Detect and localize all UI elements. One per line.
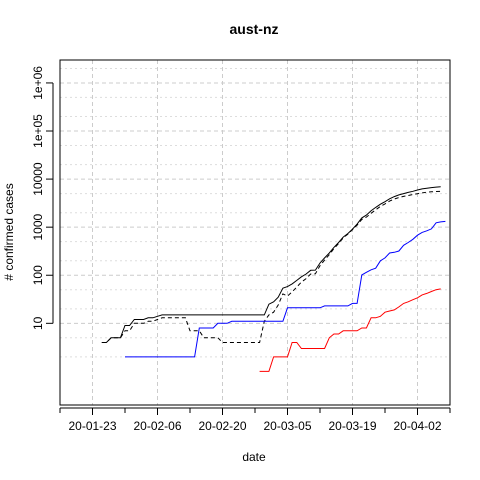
series-line-1 — [101, 190, 441, 343]
y-tick-label: 1e+06 — [31, 66, 45, 100]
x-tick-label: 20-01-23 — [68, 419, 116, 433]
plot-frame — [59, 59, 451, 406]
chart-title: aust-nz — [230, 21, 279, 37]
series-line-3 — [259, 288, 441, 372]
y-tick-label: 1e+05 — [31, 114, 45, 148]
x-tick-label: 20-02-06 — [133, 419, 181, 433]
x-tick-label: 20-03-19 — [328, 419, 376, 433]
y-axis: 10 100 1000 10000 1e+05 1e+06 — [31, 66, 54, 330]
y-axis-label: # confirmed cases — [2, 183, 16, 280]
x-axis-label: date — [242, 450, 266, 464]
x-tick-label: 20-02-20 — [198, 419, 246, 433]
x-tick-label: 20-04-02 — [393, 419, 441, 433]
series-line-0 — [101, 186, 441, 343]
series-layer — [101, 186, 446, 372]
series-line-2 — [125, 220, 446, 358]
y-tick-label: 1000 — [31, 213, 45, 240]
y-tick-label: 10000 — [31, 162, 45, 196]
y-tick-label: 100 — [31, 265, 45, 285]
y-tick-label: 10 — [31, 316, 45, 330]
x-axis: 20-01-23 20-02-06 20-02-20 20-03-05 20-03-19… — [59, 407, 451, 433]
x-tick-label: 20-03-05 — [263, 419, 311, 433]
